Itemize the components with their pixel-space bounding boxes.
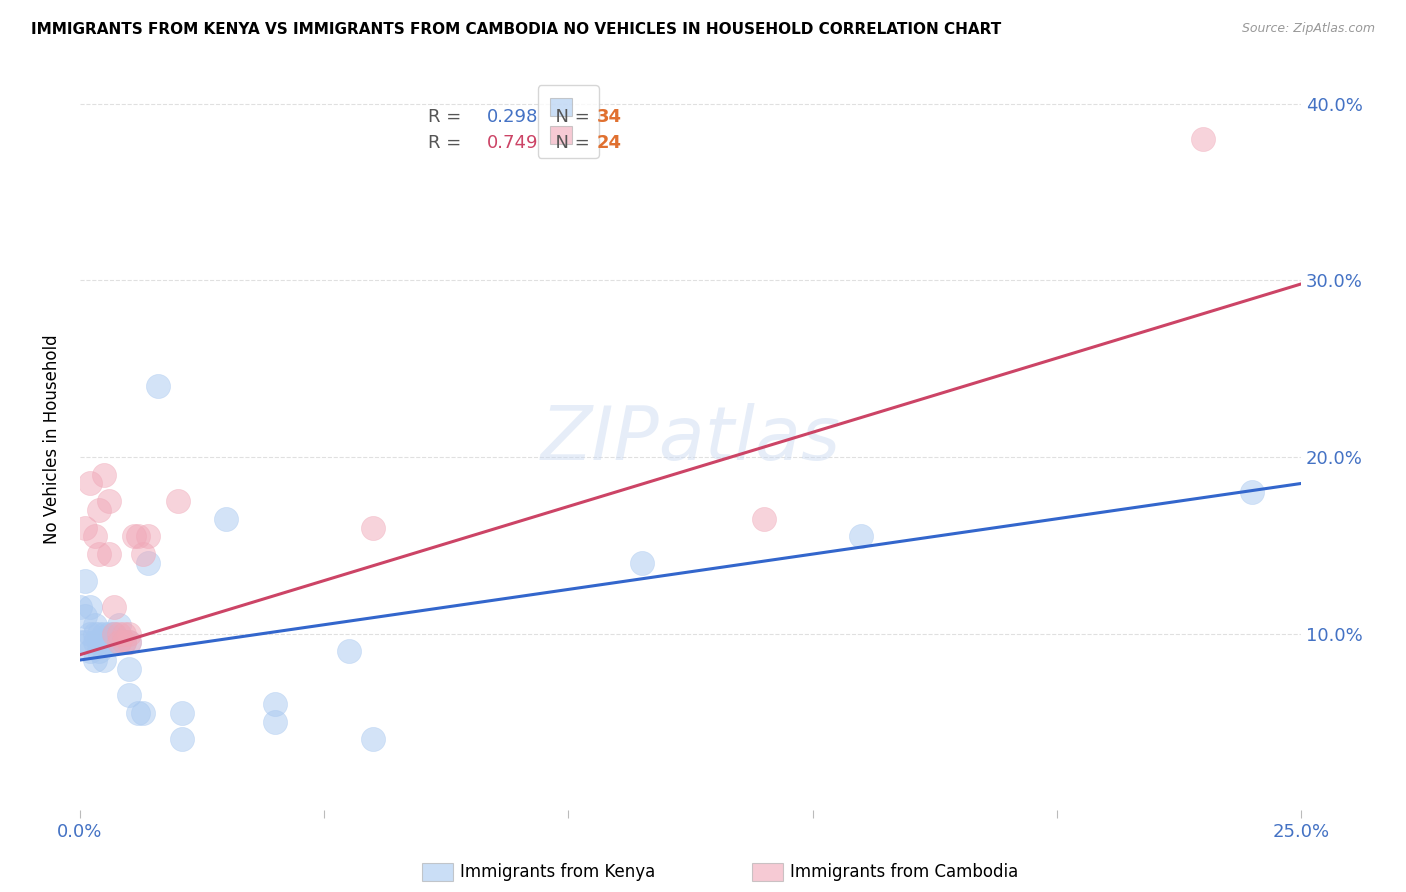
- Point: [118, 635, 141, 649]
- Point: [112, 635, 135, 649]
- Point: [83, 529, 105, 543]
- Point: [73, 608, 96, 623]
- Point: [89, 644, 111, 658]
- Point: [128, 706, 150, 720]
- Point: [112, 635, 135, 649]
- Text: N =: N =: [544, 134, 596, 152]
- Point: [89, 547, 111, 561]
- Point: [264, 714, 287, 729]
- Text: IMMIGRANTS FROM KENYA VS IMMIGRANTS FROM CAMBODIA NO VEHICLES IN HOUSEHOLD CORRE: IMMIGRANTS FROM KENYA VS IMMIGRANTS FROM…: [31, 22, 1001, 37]
- Point: [69, 600, 91, 615]
- Point: [851, 529, 873, 543]
- Point: [215, 512, 238, 526]
- Point: [136, 556, 159, 570]
- Point: [118, 626, 141, 640]
- Point: [79, 476, 101, 491]
- Point: [89, 626, 111, 640]
- Point: [98, 547, 121, 561]
- Point: [630, 556, 652, 570]
- Point: [103, 600, 125, 615]
- Point: [136, 529, 159, 543]
- Point: [752, 512, 775, 526]
- Legend: , : ,: [537, 85, 599, 158]
- Point: [108, 617, 131, 632]
- Point: [98, 635, 121, 649]
- Text: Immigrants from Cambodia: Immigrants from Cambodia: [790, 863, 1018, 881]
- Point: [79, 626, 101, 640]
- Text: 0.298: 0.298: [486, 108, 538, 126]
- Point: [118, 662, 141, 676]
- Text: ZIPatlas: ZIPatlas: [540, 403, 841, 475]
- Point: [112, 626, 135, 640]
- Point: [89, 635, 111, 649]
- Text: 24: 24: [596, 134, 621, 152]
- Point: [122, 529, 145, 543]
- Text: 34: 34: [596, 108, 621, 126]
- Y-axis label: No Vehicles in Household: No Vehicles in Household: [44, 334, 60, 544]
- Text: Immigrants from Kenya: Immigrants from Kenya: [460, 863, 655, 881]
- Point: [108, 626, 131, 640]
- Point: [337, 644, 360, 658]
- Point: [172, 732, 194, 747]
- Text: Source: ZipAtlas.com: Source: ZipAtlas.com: [1241, 22, 1375, 36]
- Text: R =: R =: [427, 134, 467, 152]
- Text: 0.749: 0.749: [486, 134, 538, 152]
- Point: [118, 635, 141, 649]
- Point: [108, 635, 131, 649]
- Point: [89, 503, 111, 517]
- Point: [93, 635, 115, 649]
- Point: [103, 626, 125, 640]
- Point: [128, 529, 150, 543]
- Point: [98, 494, 121, 508]
- Text: N =: N =: [544, 108, 596, 126]
- Point: [146, 379, 169, 393]
- Point: [166, 494, 188, 508]
- Point: [103, 635, 125, 649]
- Point: [83, 626, 105, 640]
- Point: [73, 520, 96, 534]
- Point: [98, 626, 121, 640]
- Point: [118, 689, 141, 703]
- Point: [264, 697, 287, 711]
- Point: [93, 653, 115, 667]
- Point: [172, 706, 194, 720]
- Point: [93, 467, 115, 482]
- Point: [361, 732, 384, 747]
- Point: [83, 617, 105, 632]
- Point: [132, 706, 155, 720]
- Point: [79, 600, 101, 615]
- Point: [83, 653, 105, 667]
- Point: [1241, 485, 1264, 500]
- Point: [83, 635, 105, 649]
- Point: [73, 574, 96, 588]
- Point: [73, 635, 96, 649]
- Point: [132, 547, 155, 561]
- Point: [108, 635, 131, 649]
- Point: [103, 626, 125, 640]
- Point: [1192, 132, 1215, 146]
- Point: [79, 644, 101, 658]
- Point: [93, 626, 115, 640]
- Point: [69, 635, 91, 649]
- Point: [361, 520, 384, 534]
- Text: R =: R =: [427, 108, 467, 126]
